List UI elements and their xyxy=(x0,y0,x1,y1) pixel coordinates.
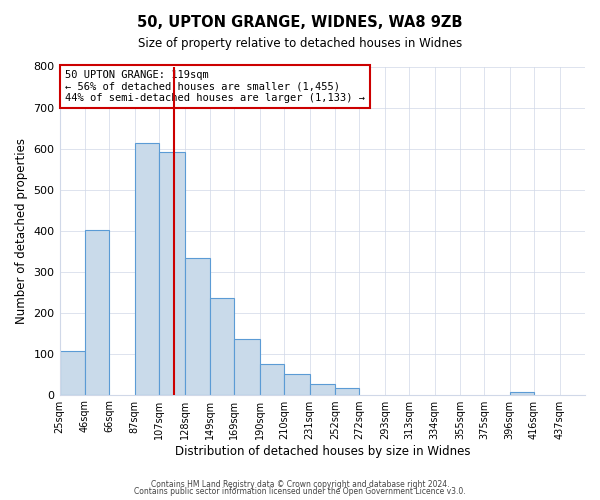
Bar xyxy=(59,351,85,395)
Bar xyxy=(510,392,534,394)
X-axis label: Distribution of detached houses by size in Widnes: Distribution of detached houses by size … xyxy=(175,444,470,458)
Text: Contains HM Land Registry data © Crown copyright and database right 2024.: Contains HM Land Registry data © Crown c… xyxy=(151,480,449,489)
Bar xyxy=(135,143,159,395)
Bar xyxy=(310,384,335,394)
Text: 50 UPTON GRANGE: 119sqm
← 56% of detached houses are smaller (1,455)
44% of semi: 50 UPTON GRANGE: 119sqm ← 56% of detache… xyxy=(65,70,365,103)
Bar xyxy=(234,339,260,394)
Text: Contains public sector information licensed under the Open Government Licence v3: Contains public sector information licen… xyxy=(134,487,466,496)
Bar xyxy=(260,364,284,394)
Bar xyxy=(85,230,109,394)
Bar xyxy=(185,258,210,394)
Bar xyxy=(159,152,185,394)
Y-axis label: Number of detached properties: Number of detached properties xyxy=(15,138,28,324)
Bar xyxy=(335,388,359,394)
Bar xyxy=(284,374,310,394)
Text: Size of property relative to detached houses in Widnes: Size of property relative to detached ho… xyxy=(138,38,462,51)
Bar xyxy=(210,298,234,394)
Text: 50, UPTON GRANGE, WIDNES, WA8 9ZB: 50, UPTON GRANGE, WIDNES, WA8 9ZB xyxy=(137,15,463,30)
